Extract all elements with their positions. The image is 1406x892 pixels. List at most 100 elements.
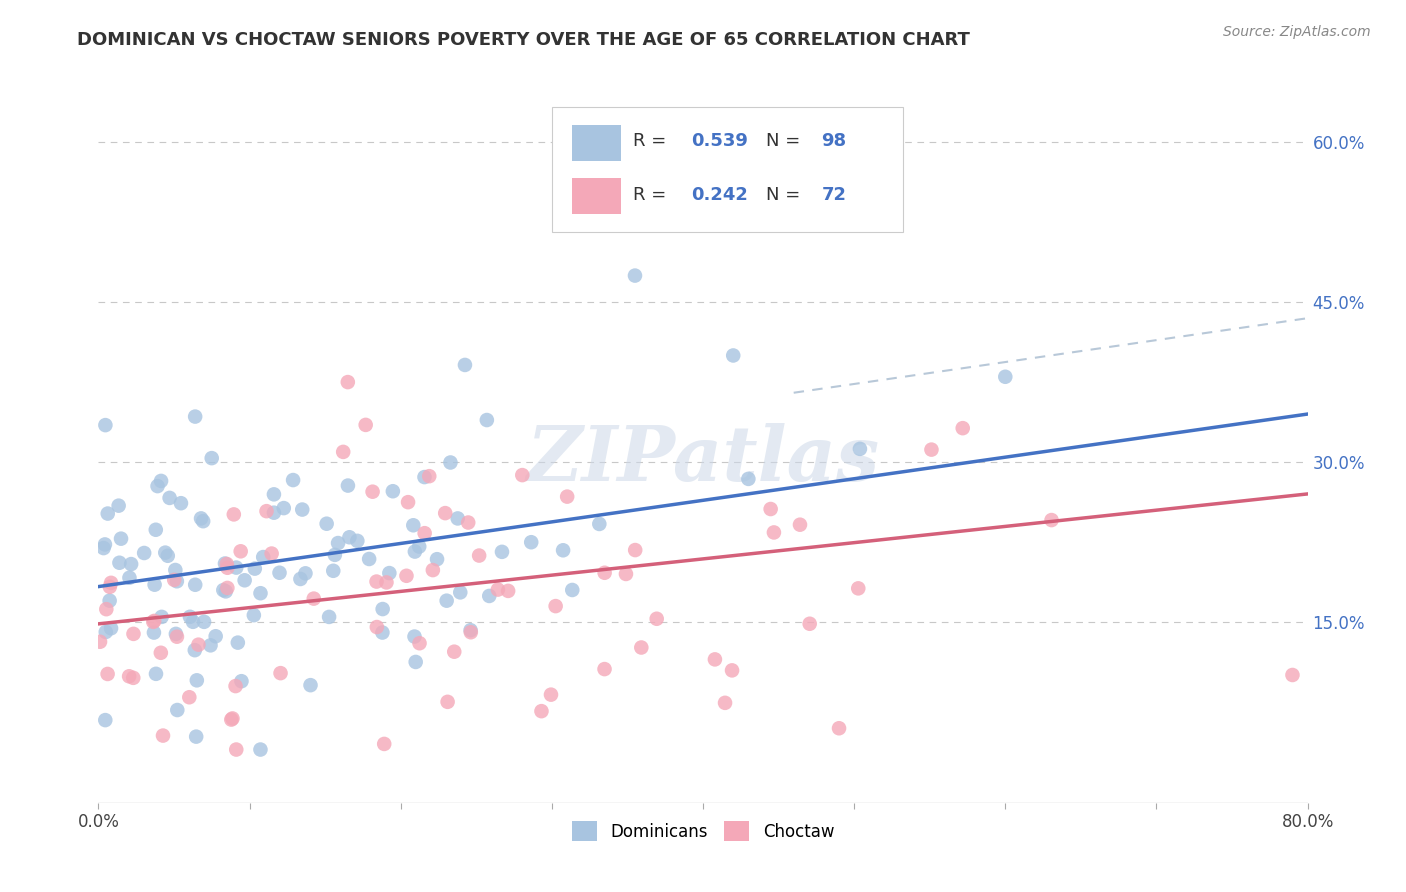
Point (193, 615, 215, 629)
Point (163, 573, 186, 587)
Point (530, 704, 553, 718)
Point (142, 615, 165, 629)
Point (723, 349, 745, 363)
Point (849, 442, 872, 456)
Point (273, 501, 295, 516)
Point (142, 625, 165, 640)
Point (759, 502, 782, 516)
Point (551, 543, 574, 558)
Point (714, 696, 737, 710)
Point (260, 547, 283, 561)
Point (107, 499, 129, 513)
Point (204, 629, 226, 643)
Point (143, 614, 166, 628)
Point (544, 599, 567, 613)
Point (159, 491, 181, 505)
Point (166, 630, 188, 644)
Point (190, 511, 212, 525)
Point (475, 413, 498, 427)
Point (468, 549, 491, 563)
Point (94, 418, 117, 433)
Point (422, 563, 444, 577)
Point (336, 375, 359, 389)
Point (339, 530, 361, 544)
Point (186, 730, 208, 744)
Point (395, 569, 418, 583)
Point (449, 585, 471, 599)
Point (326, 536, 349, 550)
Point (630, 640, 652, 655)
Text: 72: 72 (821, 186, 846, 203)
Text: DOMINICAN VS CHOCTAW SENIORS POVERTY OVER THE AGE OF 65 CORRELATION CHART: DOMINICAN VS CHOCTAW SENIORS POVERTY OVE… (77, 31, 970, 49)
Point (96, 602, 118, 616)
Point (460, 625, 482, 640)
Point (215, 557, 238, 571)
Text: ZIPatlas: ZIPatlas (526, 424, 880, 497)
Point (510, 468, 533, 483)
Point (243, 561, 266, 575)
Text: N =: N = (766, 132, 806, 150)
Point (447, 511, 470, 525)
Point (413, 470, 436, 484)
Point (371, 602, 394, 616)
Point (290, 572, 312, 586)
Point (94, 713, 117, 727)
Point (460, 624, 482, 638)
Point (94, 624, 117, 639)
Point (491, 545, 513, 559)
Point (97, 667, 120, 681)
Point (231, 674, 253, 689)
Point (486, 582, 509, 597)
Text: R =: R = (633, 132, 672, 150)
Point (439, 455, 461, 469)
Point (457, 516, 479, 530)
FancyBboxPatch shape (551, 107, 903, 232)
Point (294, 566, 316, 581)
Point (291, 502, 314, 516)
Point (443, 645, 465, 659)
Point (920, 442, 942, 457)
Point (215, 584, 238, 599)
Point (229, 544, 252, 558)
Point (496, 583, 519, 598)
Point (120, 557, 142, 571)
Point (214, 557, 236, 571)
Point (645, 612, 668, 626)
Point (994, 369, 1017, 384)
Point (201, 451, 224, 466)
Point (402, 518, 425, 533)
Legend: Dominicans, Choctaw: Dominicans, Choctaw (565, 814, 841, 848)
Point (762, 525, 785, 540)
Point (336, 478, 359, 492)
Point (186, 673, 208, 688)
Point (184, 578, 207, 592)
Point (94, 537, 117, 551)
Text: N =: N = (766, 186, 806, 203)
Point (359, 552, 381, 566)
Point (155, 546, 177, 560)
Point (263, 487, 285, 501)
Point (149, 646, 172, 660)
Point (145, 523, 167, 537)
Point (332, 445, 354, 459)
Point (100, 575, 122, 590)
Point (143, 577, 166, 591)
Point (249, 742, 271, 756)
Text: Source: ZipAtlas.com: Source: ZipAtlas.com (1223, 25, 1371, 39)
Point (110, 532, 132, 546)
Point (156, 549, 179, 563)
Point (181, 615, 204, 629)
Point (520, 535, 543, 549)
Point (418, 469, 440, 483)
Point (212, 583, 235, 598)
Point (118, 571, 141, 585)
Point (952, 421, 974, 435)
Point (381, 484, 404, 499)
Point (828, 721, 851, 735)
Point (118, 669, 141, 683)
Point (179, 609, 201, 624)
Point (703, 652, 725, 666)
Point (593, 662, 616, 676)
Point (243, 608, 266, 623)
Point (426, 552, 449, 566)
